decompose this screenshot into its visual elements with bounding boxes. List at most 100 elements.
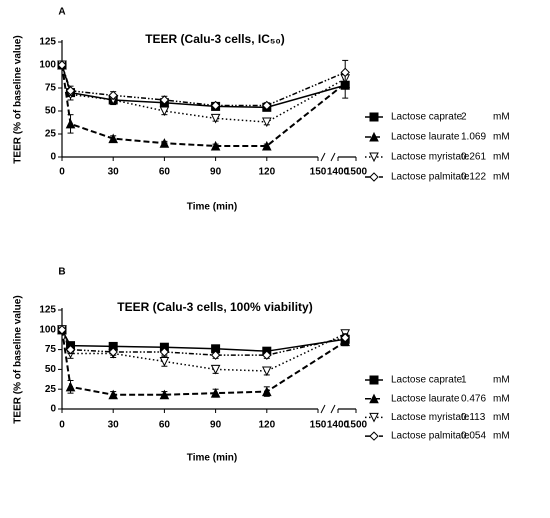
- legend-concentration: 0.122: [461, 172, 486, 183]
- x-tick-label: 90: [210, 420, 222, 431]
- legend-concentration: 0.054: [461, 431, 486, 442]
- marker: [108, 90, 118, 101]
- legend-concentration: 2: [461, 112, 467, 123]
- legend-concentration: 0.476: [461, 393, 486, 404]
- series-line: [61, 329, 346, 352]
- marker: [262, 350, 272, 360]
- y-tick-label: 0: [50, 152, 56, 163]
- y-tick-label: 25: [45, 129, 57, 140]
- legend-concentration: 1: [461, 375, 467, 386]
- panel-label: A: [58, 7, 65, 18]
- x-tick-label: 60: [159, 420, 171, 431]
- legend-unit: mM: [493, 393, 510, 404]
- y-tick-label: 25: [45, 384, 57, 395]
- legend-concentration: 0.113: [461, 412, 486, 423]
- chart-title: TEER (Calu-3 cells, IC₅₀): [145, 32, 285, 46]
- legend-concentration: 1.069: [461, 132, 486, 143]
- marker: [369, 112, 379, 122]
- legend-label: Lactose palmitate: [391, 431, 470, 442]
- axis-break: [320, 404, 326, 414]
- series-line: [61, 64, 346, 109]
- y-tick-label: 50: [45, 106, 57, 117]
- legend-concentration: 0.261: [461, 152, 486, 163]
- chart-title: TEER (Calu-3 cells, 100% viability): [117, 300, 312, 314]
- y-tick-label: 75: [45, 83, 57, 94]
- marker: [262, 100, 272, 111]
- x-tick-label: 1500: [345, 167, 368, 178]
- marker: [210, 113, 221, 124]
- x-tick-label: 150: [310, 420, 327, 431]
- marker: [261, 117, 272, 128]
- x-tick-label: 1400: [327, 420, 350, 431]
- legend-unit: mM: [493, 112, 510, 123]
- x-tick-label: 120: [258, 167, 275, 178]
- marker: [159, 356, 170, 367]
- marker: [210, 140, 221, 151]
- marker: [369, 375, 379, 385]
- marker: [159, 95, 170, 105]
- axis-break: [330, 152, 336, 162]
- y-tick-label: 125: [39, 305, 56, 316]
- marker: [369, 131, 379, 142]
- legend-label: Lactose laurate: [391, 132, 460, 143]
- series-line: [61, 64, 346, 123]
- x-tick-label: 1500: [345, 420, 368, 431]
- x-tick-label: 30: [108, 420, 120, 431]
- marker: [210, 100, 221, 111]
- marker: [369, 412, 379, 423]
- marker: [57, 60, 67, 70]
- marker: [108, 347, 118, 357]
- marker: [159, 106, 170, 117]
- x-tick-label: 150: [310, 167, 327, 178]
- legend-unit: mM: [493, 172, 510, 183]
- marker: [340, 333, 350, 343]
- marker: [65, 344, 76, 355]
- y-axis-title: TEER (% of baseline value): [13, 295, 24, 423]
- axis-break: [330, 404, 336, 414]
- legend-unit: mM: [493, 375, 510, 386]
- y-tick-label: 100: [39, 324, 56, 335]
- panel-label: B: [58, 267, 65, 278]
- y-tick-label: 75: [45, 344, 57, 355]
- marker: [108, 133, 119, 144]
- marker: [369, 172, 379, 182]
- x-tick-label: 0: [59, 167, 65, 178]
- marker: [65, 86, 76, 96]
- marker: [65, 381, 76, 392]
- y-tick-label: 125: [39, 37, 56, 48]
- marker: [261, 366, 272, 377]
- legend-label: Lactose myristate: [391, 152, 470, 163]
- marker: [108, 389, 119, 400]
- marker: [369, 152, 379, 163]
- series-line: [61, 329, 346, 372]
- marker: [57, 325, 67, 335]
- series-line: [61, 329, 346, 396]
- legend-label: Lactose laurate: [391, 393, 460, 404]
- marker: [369, 431, 379, 441]
- marker: [159, 389, 170, 400]
- x-axis-title: Time (min): [187, 202, 237, 213]
- y-tick-label: 50: [45, 364, 57, 375]
- legend-label: Lactose caprate: [391, 112, 463, 123]
- legend-unit: mM: [493, 412, 510, 423]
- legend-label: Lactose myristate: [391, 412, 470, 423]
- marker: [210, 350, 221, 360]
- x-tick-label: 90: [210, 167, 222, 178]
- y-tick-label: 0: [50, 404, 56, 415]
- marker: [65, 118, 76, 129]
- marker: [210, 364, 221, 375]
- marker: [261, 140, 272, 151]
- marker: [159, 347, 170, 357]
- x-tick-label: 120: [258, 420, 275, 431]
- y-tick-label: 100: [39, 60, 56, 71]
- legend-unit: mM: [493, 431, 510, 442]
- axis-break: [320, 152, 326, 162]
- legend-label: Lactose caprate: [391, 375, 463, 386]
- x-tick-label: 0: [59, 420, 65, 431]
- marker: [340, 67, 350, 78]
- marker: [261, 386, 272, 397]
- x-tick-label: 60: [159, 167, 171, 178]
- legend-unit: mM: [493, 152, 510, 163]
- x-tick-label: 30: [108, 167, 120, 178]
